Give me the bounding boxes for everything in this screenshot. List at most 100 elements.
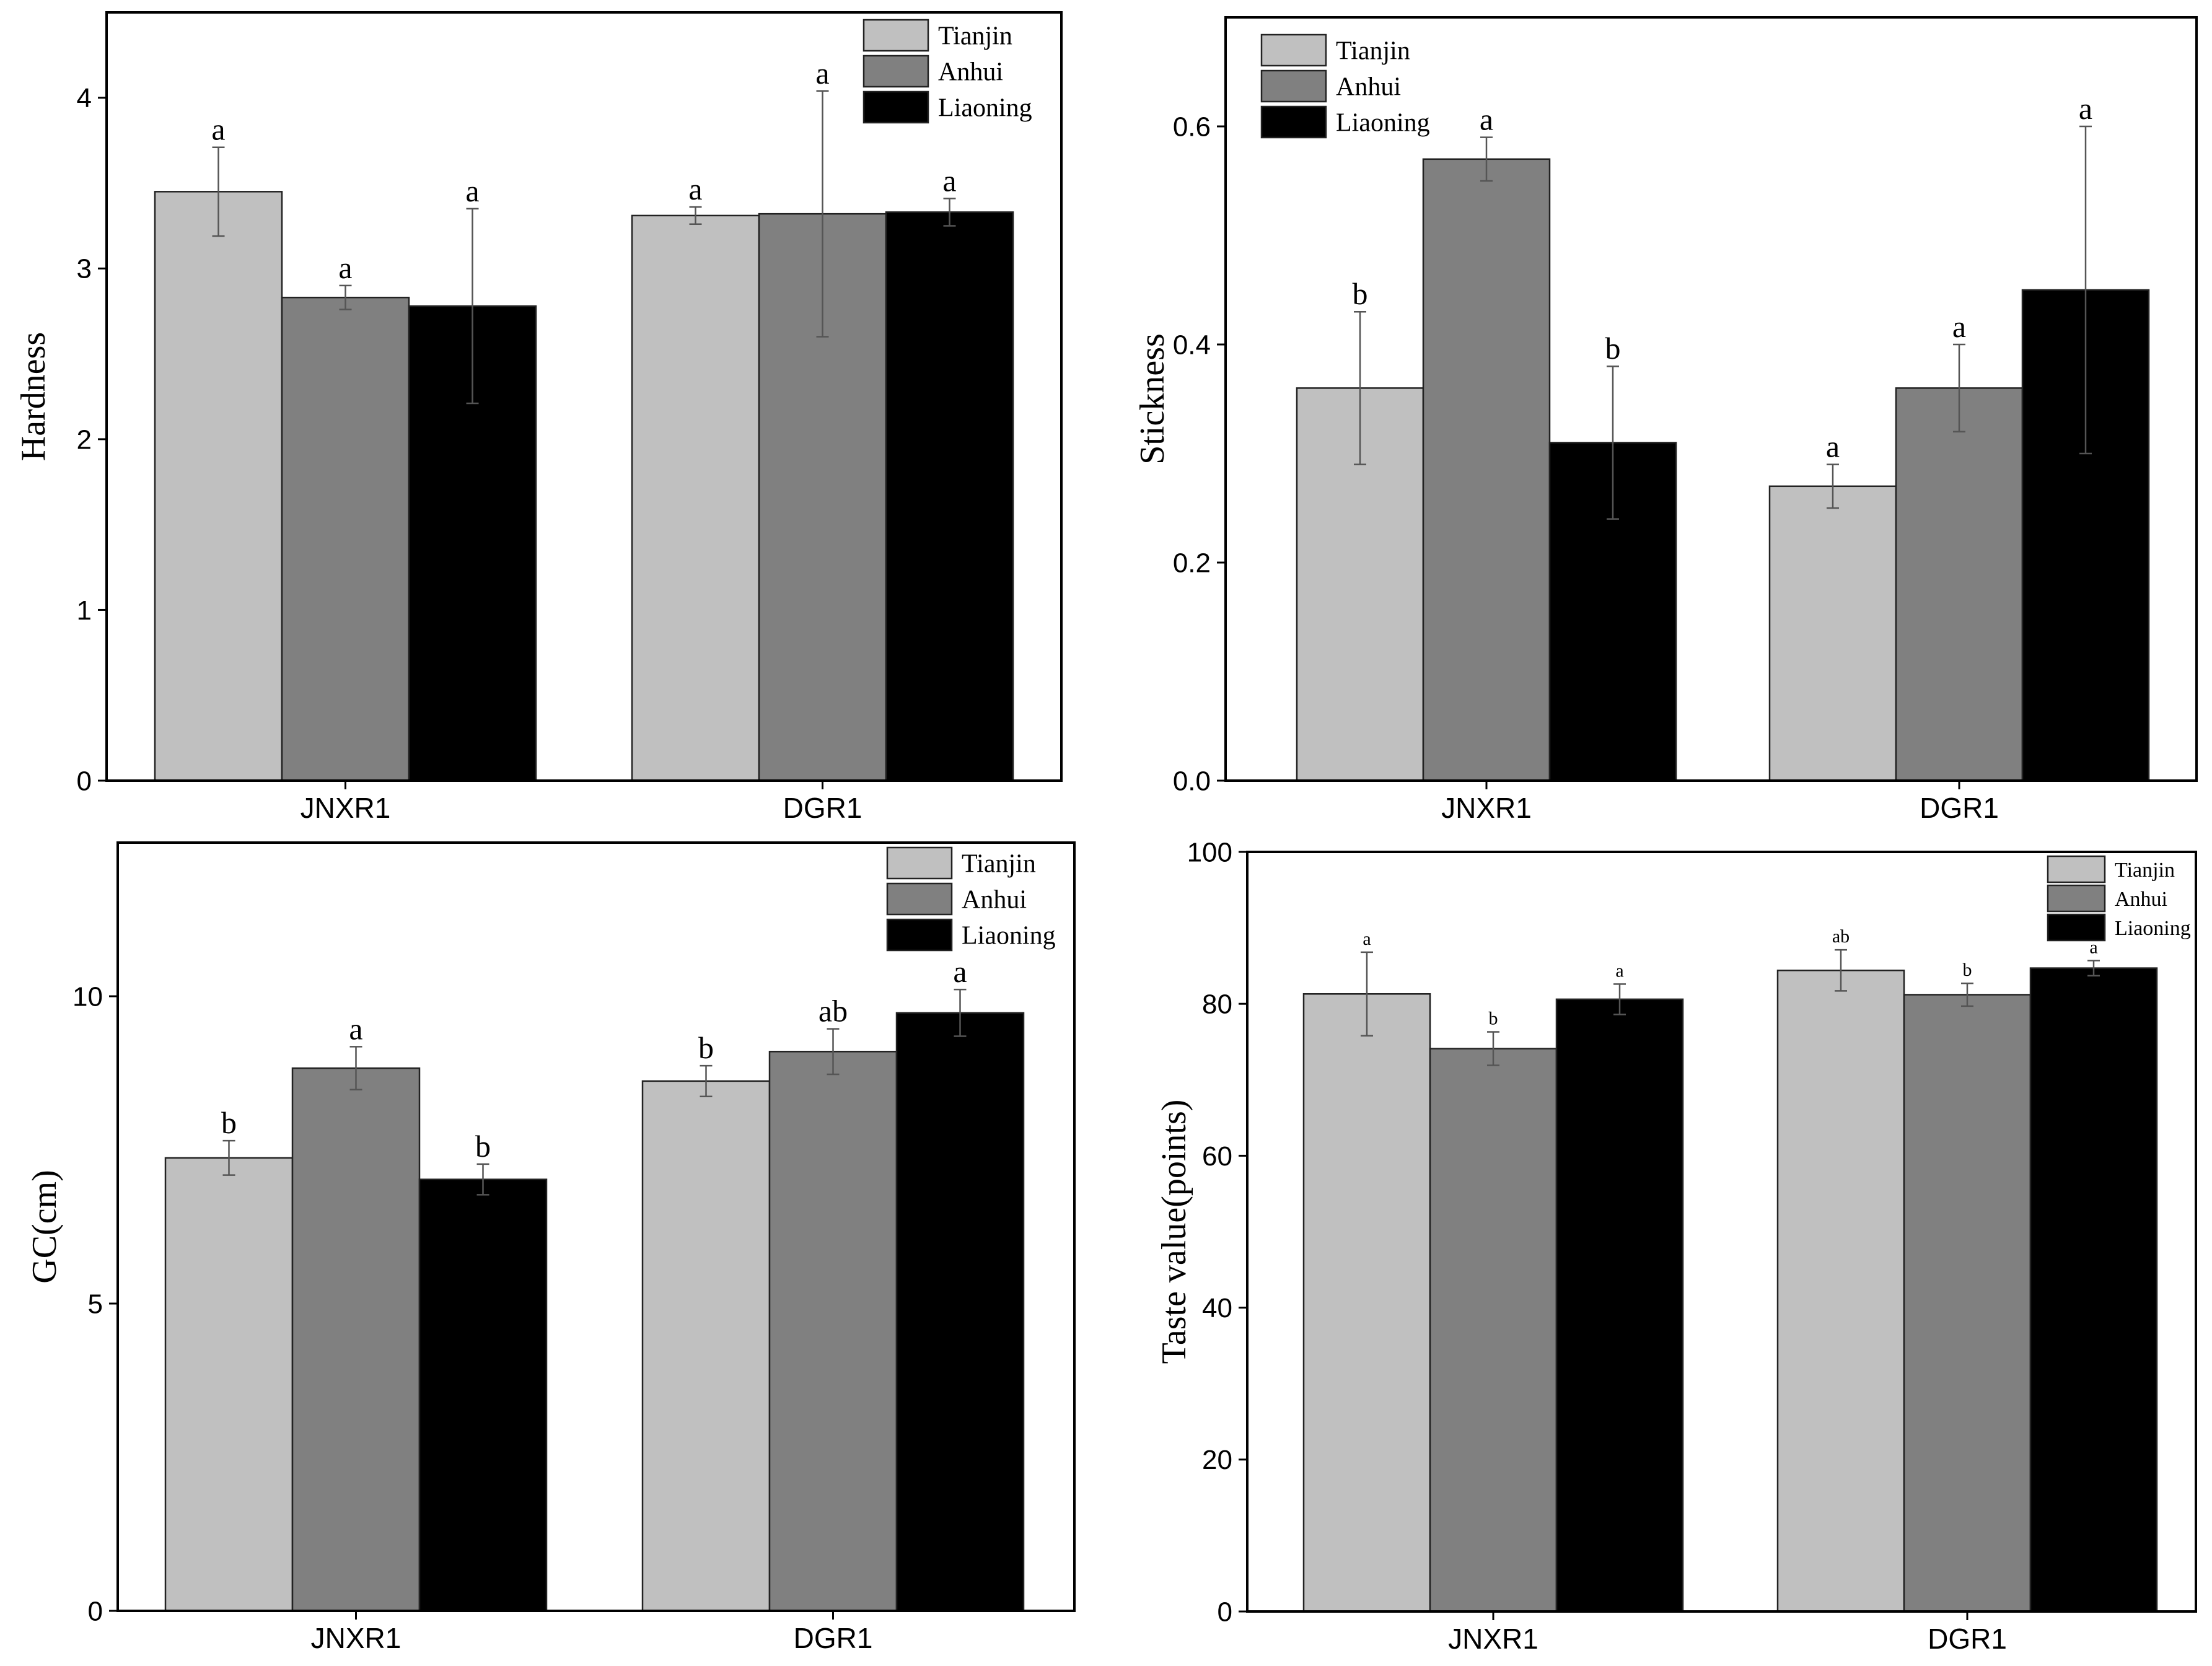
significance-letter: b [475, 1129, 491, 1164]
significance-letter: a [2079, 91, 2092, 126]
error-bar [816, 90, 829, 338]
significance-letter: a [349, 1011, 362, 1046]
legend-label-anhui: Anhui [2115, 888, 2167, 911]
significance-letter: b [221, 1105, 237, 1140]
legend-swatch-anhui [2047, 884, 2106, 913]
error-bar [1613, 983, 1626, 1015]
legend-swatch-anhui [1260, 69, 1327, 103]
y-tick-label: 10 [72, 981, 103, 1012]
error-bar [954, 988, 967, 1037]
legend-swatch-liaoning [886, 918, 953, 952]
y-tick-label: 0.2 [1173, 548, 1211, 578]
bar-anhui-jnxr1 [281, 296, 410, 782]
bar-liaoning-jnxr1 [1555, 998, 1684, 1613]
error-bar [339, 284, 352, 310]
significance-letter: a [2089, 937, 2097, 957]
y-tick-label: 0 [88, 1596, 103, 1626]
error-bar [689, 206, 702, 225]
significance-letter: a [953, 954, 967, 989]
legend-swatch-tianjin [2047, 855, 2106, 883]
legend-label-liaoning: Liaoning [1336, 109, 1430, 138]
legend-label-anhui: Anhui [1336, 73, 1401, 102]
chart-panel-2: b a a a b a 0.0 0.2 0.4 0.6 JNXR1 DGR1 Stickness Tian… [1133, 16, 2198, 824]
y-tick-label: 0.0 [1173, 766, 1211, 796]
x-category-label: JNXR1 [301, 792, 391, 824]
legend-label-tianjin: Tianjin [962, 850, 1036, 879]
legend-label-liaoning: Liaoning [938, 94, 1032, 123]
significance-letter: ab [819, 994, 848, 1028]
legend-label-tianjin: Tianjin [2115, 859, 2175, 882]
significance-letter: a [1826, 429, 1840, 464]
plot-frame [1224, 16, 2198, 782]
legend-label-anhui: Anhui [962, 886, 1027, 914]
significance-letter: a [1480, 102, 1493, 137]
y-axis-label: GC(cm) [25, 1170, 64, 1284]
y-tick-label: 2 [77, 424, 92, 455]
y-tick-label: 0.4 [1173, 330, 1211, 360]
y-tick-label: 40 [1202, 1293, 1232, 1323]
bar-tianjin-jnxr1 [1302, 993, 1431, 1613]
legend-label-liaoning: Liaoning [962, 922, 1056, 950]
legend-swatch-liaoning [1260, 105, 1327, 139]
significance-letter: a [1952, 309, 1966, 344]
y-tick-label: 80 [1202, 989, 1232, 1020]
significance-letter: b [698, 1030, 714, 1065]
legend-label-tianjin: Tianjin [938, 22, 1012, 51]
y-tick-label: 5 [88, 1289, 103, 1319]
significance-letter: a [942, 163, 956, 198]
y-axis-label: Taste value(points) [1155, 1100, 1193, 1364]
error-bar [1487, 1031, 1499, 1066]
x-category-label: JNXR1 [1448, 1623, 1538, 1655]
bar-liaoning-dgr1 [895, 1012, 1025, 1612]
y-axis-label: Hardness [14, 332, 53, 461]
error-bar [1835, 949, 1847, 992]
error-bar [827, 1028, 840, 1076]
bar-liaoning-jnxr1 [418, 1178, 548, 1612]
legend: Tianjin Anhui Liaoning [1260, 33, 1430, 139]
error-bar [2079, 125, 2092, 455]
error-bar [466, 208, 479, 405]
legend-label-anhui: Anhui [938, 58, 1003, 87]
bar-anhui-dgr1 [1895, 387, 2024, 782]
bar-tianjin-dgr1 [1768, 485, 1897, 782]
bar-anhui-jnxr1 [1422, 158, 1551, 782]
y-tick-label: 60 [1202, 1141, 1232, 1172]
x-category-label: DGR1 [1928, 1623, 2007, 1655]
error-bar [1953, 343, 1965, 433]
error-bar [212, 146, 225, 237]
bar-tianjin-dgr1 [641, 1080, 771, 1612]
error-bar [700, 1064, 713, 1097]
y-tick-label: 1 [77, 595, 92, 626]
y-tick-label: 3 [77, 254, 92, 284]
chart-panel-4: a ab b b a a 0 20 40 60 80 100 JNXR1 DGR1 Taste value(… [1155, 837, 2197, 1655]
error-bar [476, 1163, 489, 1196]
chart-panel-3: b b a ab b a 0 5 10 JNXR1 DGR1 GC(cm) Tianjin Anhui Li… [25, 841, 1076, 1654]
bar-tianjin-dgr1 [1776, 970, 1905, 1613]
legend-swatch-anhui [886, 882, 953, 916]
x-category-label: JNXR1 [1441, 792, 1532, 824]
y-tick-label: 0 [77, 766, 92, 796]
y-tick-label: 4 [77, 83, 92, 113]
significance-letter: a [465, 173, 479, 208]
y-axis-label: Stickness [1133, 333, 1172, 465]
bar-liaoning-dgr1 [2029, 967, 2158, 1613]
bar-liaoning-dgr1 [885, 211, 1014, 782]
significance-letter: b [1353, 276, 1368, 311]
significance-letter: a [211, 112, 225, 147]
bar-anhui-jnxr1 [291, 1067, 421, 1612]
legend-swatch-anhui [862, 55, 929, 88]
legend-swatch-liaoning [2047, 913, 2106, 942]
x-category-label: JNXR1 [311, 1622, 402, 1654]
legend: Tianjin Anhui Liaoning [886, 846, 1056, 952]
error-bar [349, 1046, 362, 1091]
significance-letter: ab [1832, 926, 1850, 947]
significance-letter: b [1605, 331, 1621, 366]
significance-letter: b [1963, 960, 1972, 980]
error-bar [1827, 463, 1839, 509]
y-tick-label: 20 [1202, 1445, 1232, 1475]
bar-anhui-jnxr1 [1429, 1048, 1558, 1613]
legend-swatch-liaoning [862, 90, 929, 124]
error-bar [1354, 310, 1366, 465]
bar-anhui-dgr1 [1903, 994, 2032, 1613]
